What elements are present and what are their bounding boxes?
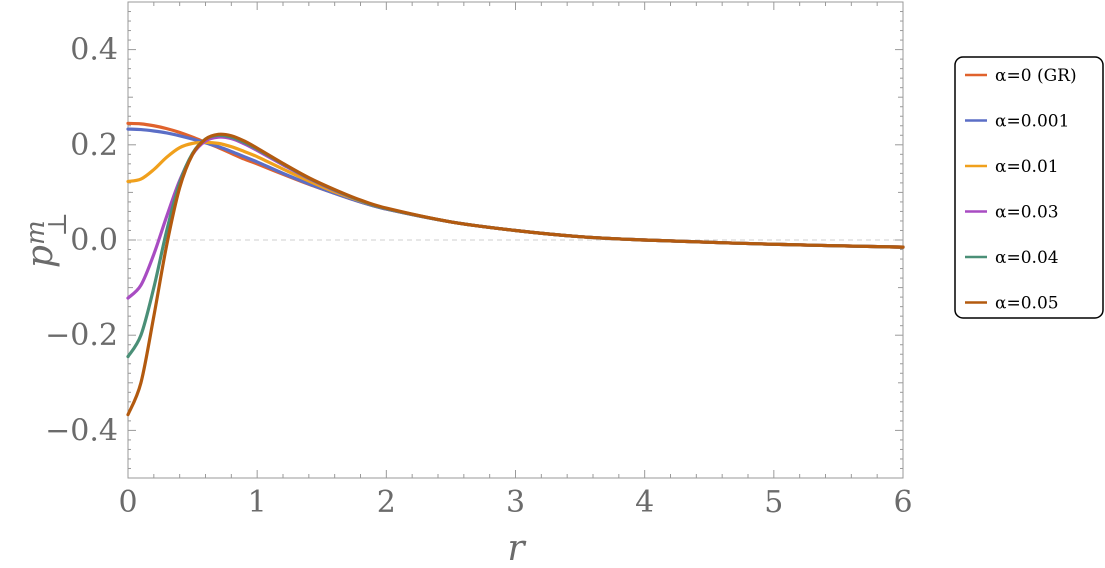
x-tick-label: 6 bbox=[893, 485, 912, 520]
y-tick-label: 0.4 bbox=[70, 33, 118, 68]
y-tick-label: 0.2 bbox=[70, 128, 118, 163]
x-tick-label: 3 bbox=[506, 485, 525, 520]
x-tick-label: 5 bbox=[764, 485, 783, 520]
tick-marks bbox=[127, 1, 904, 479]
y-axis-label-subscript: ⊥ bbox=[43, 212, 73, 236]
series-line-6 bbox=[126, 132, 905, 417]
y-axis-label-base: p bbox=[20, 245, 61, 268]
series-line-4 bbox=[126, 135, 905, 300]
svg-text:pm⊥: pm⊥ bbox=[20, 212, 73, 268]
y-tick-label: −0.2 bbox=[45, 318, 118, 353]
legend-label: α=0.05 bbox=[995, 294, 1059, 314]
legend-label: α=0.04 bbox=[995, 248, 1059, 268]
legend-item: α=0.05 bbox=[965, 294, 1059, 314]
y-tick-label: −0.4 bbox=[45, 413, 118, 448]
legend-label: α=0.01 bbox=[995, 157, 1059, 177]
legend-item: α=0.03 bbox=[965, 203, 1059, 223]
x-tick-label: 1 bbox=[248, 485, 267, 520]
legend-label: α=0 (GR) bbox=[995, 66, 1077, 86]
legend-item: α=0.01 bbox=[965, 157, 1059, 177]
series-lines bbox=[126, 121, 905, 417]
x-tick-label: 2 bbox=[377, 485, 396, 520]
y-axis-label-superscript: m bbox=[21, 220, 51, 245]
legend-box bbox=[954, 56, 1104, 319]
x-tick-label: 4 bbox=[635, 485, 654, 520]
legend-item: α=0.001 bbox=[965, 112, 1069, 132]
legend-label: α=0.001 bbox=[995, 112, 1069, 132]
legend-label: α=0.03 bbox=[995, 203, 1059, 223]
legend: α=0 (GR) α=0.001 α=0.01 α=0.03 α=0.04 α=0.05 bbox=[954, 56, 1104, 319]
legend-item: α=0 (GR) bbox=[965, 66, 1077, 86]
x-axis-label: r bbox=[507, 528, 526, 568]
y-tick-label: 0.0 bbox=[70, 223, 118, 258]
legend-item: α=0.04 bbox=[965, 248, 1059, 268]
x-tick-label: 0 bbox=[118, 485, 137, 520]
tick-labels: 0 1 2 3 4 5 6 −0.4 −0.2 0.0 0.2 0.4 bbox=[45, 33, 912, 520]
y-axis-label: pm⊥ bbox=[20, 212, 73, 268]
